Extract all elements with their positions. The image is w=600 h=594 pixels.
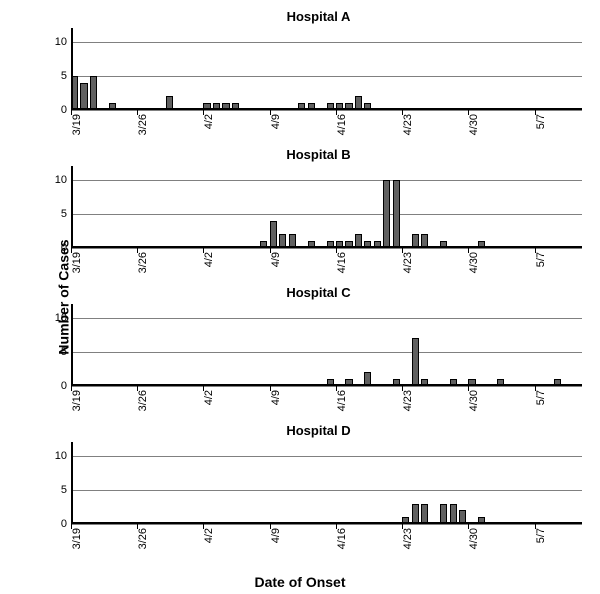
plot-wrap: 0510 3/19 3/26 4/2 4/9 4/16 4/23 4/30 5/7 (71, 440, 582, 558)
y-tick-label: 5 (61, 346, 71, 358)
x-tick-label: 4/16 (336, 252, 348, 273)
x-tick-label: 4/23 (402, 252, 414, 273)
chart-panel: Hospital D05103/193/264/24/94/164/234/30… (55, 420, 582, 558)
x-tick-label: 4/9 (270, 252, 282, 267)
panel-title: Hospital B (55, 144, 582, 164)
grid-line (71, 180, 582, 181)
y-tick-label: 0 (61, 242, 71, 254)
x-tick-label: 4/16 (336, 528, 348, 549)
x-tick-label: 4/23 (402, 114, 414, 135)
x-tick-label: 5/7 (535, 390, 547, 405)
plot-wrap: 0510 3/19 3/26 4/2 4/9 4/16 4/23 4/30 5/7 (71, 302, 582, 420)
bar (270, 221, 277, 248)
y-tick-label: 10 (55, 312, 71, 324)
plot-area: 0510 (71, 304, 582, 386)
x-tick-label: 4/2 (203, 114, 215, 129)
x-tick-label: 4/2 (203, 390, 215, 405)
x-tick-label: 4/23 (402, 390, 414, 411)
x-tick-label: 3/26 (137, 528, 149, 549)
bar (80, 83, 87, 110)
bar (412, 504, 419, 525)
grid-line (71, 490, 582, 491)
x-tick-label: 3/19 (71, 528, 83, 549)
bar (90, 76, 97, 110)
x-tick-label: 3/26 (137, 114, 149, 135)
grid-line (71, 456, 582, 457)
x-tick-label: 5/7 (535, 528, 547, 543)
x-tick-label: 4/9 (270, 390, 282, 405)
plot-area: 0510 (71, 28, 582, 110)
grid-line (71, 42, 582, 43)
y-tick-label: 0 (61, 380, 71, 392)
y-tick-label: 0 (61, 104, 71, 116)
x-tick-label: 3/26 (137, 252, 149, 273)
x-tick-label: 4/30 (468, 528, 480, 549)
grid-line (71, 214, 582, 215)
x-tick-label: 4/2 (203, 528, 215, 543)
bar (450, 504, 457, 525)
y-axis-line (71, 166, 73, 248)
grid-line (71, 318, 582, 319)
x-tick-label: 4/9 (270, 114, 282, 129)
x-tick-label: 3/26 (137, 390, 149, 411)
panel-title: Hospital C (55, 282, 582, 302)
x-tick-label: 4/30 (468, 114, 480, 135)
x-tick-label: 3/19 (71, 114, 83, 135)
y-axis-line (71, 304, 73, 386)
x-tick-label: 4/2 (203, 252, 215, 267)
x-tick-label: 3/19 (71, 252, 83, 273)
bar (412, 338, 419, 386)
x-axis-label: Date of Onset (0, 574, 600, 590)
x-tick-label: 4/16 (336, 390, 348, 411)
x-ticks: 3/19 3/26 4/2 4/9 4/16 4/23 4/30 5/7 (71, 386, 582, 420)
panels-container: Hospital A05103/193/264/24/94/164/234/30… (55, 6, 582, 558)
x-tick-label: 4/23 (402, 528, 414, 549)
chart-panel: Hospital A05103/193/264/24/94/164/234/30… (55, 6, 582, 144)
figure-root: Number of Cases Hospital A05103/193/264/… (0, 0, 600, 594)
bar (383, 180, 390, 248)
x-tick-label: 3/19 (71, 390, 83, 411)
x-tick-label: 4/16 (336, 114, 348, 135)
plot-area: 0510 (71, 442, 582, 524)
y-tick-label: 0 (61, 518, 71, 530)
bar (393, 180, 400, 248)
x-tick-label: 4/9 (270, 528, 282, 543)
y-tick-label: 5 (61, 70, 71, 82)
panel-title: Hospital D (55, 420, 582, 440)
chart-panel: Hospital C05103/193/264/24/94/164/234/30… (55, 282, 582, 420)
bar (421, 504, 428, 525)
x-tick-label: 5/7 (535, 114, 547, 129)
y-axis-line (71, 28, 73, 110)
plot-area: 0510 (71, 166, 582, 248)
bar (440, 504, 447, 525)
x-ticks: 3/19 3/26 4/2 4/9 4/16 4/23 4/30 5/7 (71, 524, 582, 558)
x-tick-label: 5/7 (535, 252, 547, 267)
grid-line (71, 352, 582, 353)
y-tick-label: 10 (55, 174, 71, 186)
x-ticks: 3/19 3/26 4/2 4/9 4/16 4/23 4/30 5/7 (71, 248, 582, 282)
y-tick-label: 10 (55, 36, 71, 48)
y-tick-label: 10 (55, 450, 71, 462)
y-tick-label: 5 (61, 208, 71, 220)
panel-title: Hospital A (55, 6, 582, 26)
x-tick-label: 4/30 (468, 390, 480, 411)
y-axis-line (71, 442, 73, 524)
grid-line (71, 76, 582, 77)
plot-wrap: 0510 3/19 3/26 4/2 4/9 4/16 4/23 4/30 5/7 (71, 164, 582, 282)
plot-wrap: 0510 3/19 3/26 4/2 4/9 4/16 4/23 4/30 5/7 (71, 26, 582, 144)
x-tick-label: 4/30 (468, 252, 480, 273)
y-tick-label: 5 (61, 484, 71, 496)
x-ticks: 3/19 3/26 4/2 4/9 4/16 4/23 4/30 5/7 (71, 110, 582, 144)
chart-panel: Hospital B05103/193/264/24/94/164/234/30… (55, 144, 582, 282)
